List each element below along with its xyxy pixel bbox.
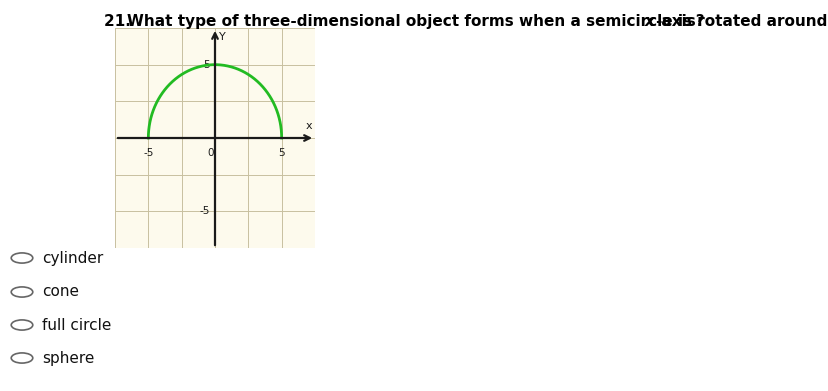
Text: 5: 5 (278, 148, 285, 158)
Text: Y: Y (219, 32, 225, 42)
Text: 0: 0 (208, 148, 214, 158)
Text: sphere: sphere (42, 350, 94, 366)
Text: 5: 5 (203, 60, 209, 70)
Text: full circle: full circle (42, 317, 111, 332)
Text: x: x (644, 14, 654, 29)
Text: 21.: 21. (104, 14, 136, 29)
Text: cone: cone (42, 285, 79, 300)
Text: cylinder: cylinder (42, 251, 103, 265)
Text: -5: -5 (143, 148, 153, 158)
Text: -5: -5 (199, 206, 209, 216)
Text: x: x (306, 121, 312, 131)
Text: What type of three-dimensional object forms when a semicircle is rotated around : What type of three-dimensional object fo… (127, 14, 828, 29)
Text: -axis?: -axis? (654, 14, 704, 29)
